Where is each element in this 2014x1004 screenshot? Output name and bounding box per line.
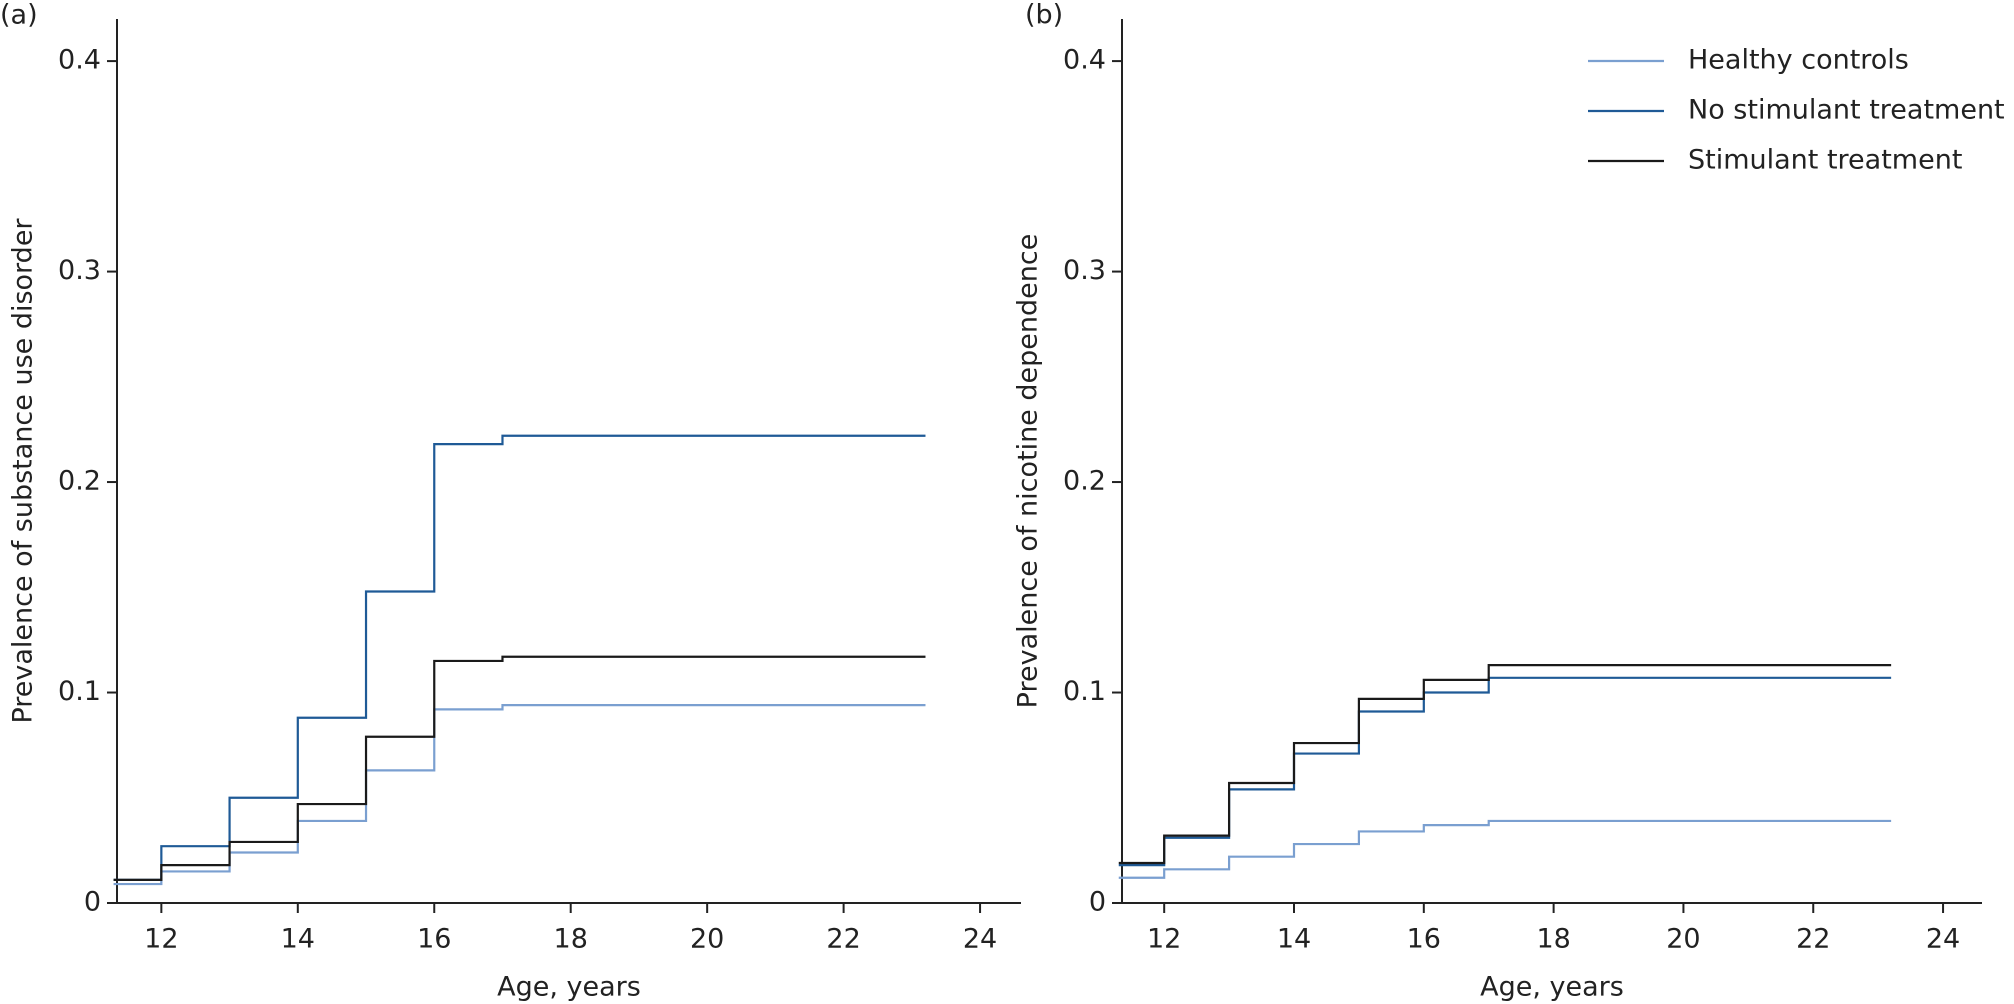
y-tick-label: 0 <box>84 887 101 918</box>
y-tick-label: 0.2 <box>1063 466 1106 497</box>
y-tick-label: 0.2 <box>58 466 101 497</box>
y-tick-label: 0.4 <box>1063 45 1106 76</box>
legend-label: Healthy controls <box>1688 45 1909 76</box>
x-axis-label: Age, years <box>1480 972 1624 1003</box>
y-tick-label: 0.1 <box>58 676 101 707</box>
series-line <box>113 704 926 886</box>
panel-label: (a) <box>0 0 38 31</box>
y-tick-label: 0.1 <box>1063 676 1106 707</box>
y-axis-label: Prevalence of nicotine dependence <box>1013 234 1044 709</box>
series-line <box>1118 664 1892 865</box>
panel-label: (b) <box>1025 0 1063 31</box>
x-tick-label: 22 <box>1796 924 1830 955</box>
x-tick-label: 24 <box>1926 924 1960 955</box>
x-tick-label: 14 <box>1277 924 1311 955</box>
y-tick-label: 0 <box>1089 887 1106 918</box>
series-line <box>113 655 926 881</box>
y-tick-label: 0.3 <box>1063 255 1106 286</box>
x-tick-label: 12 <box>1147 924 1181 955</box>
axis-spine <box>116 19 1021 904</box>
series-line <box>1118 819 1892 879</box>
x-tick-label: 20 <box>690 924 724 955</box>
y-axis-label: Prevalence of substance use disorder <box>8 218 39 724</box>
y-tick-label: 0.4 <box>58 45 101 76</box>
x-tick-label: 14 <box>281 924 315 955</box>
series-line <box>113 434 926 881</box>
series-line <box>1118 676 1892 867</box>
legend-label: No stimulant treatment <box>1688 95 2005 126</box>
x-tick-label: 16 <box>1407 924 1441 955</box>
x-tick-label: 18 <box>1536 924 1570 955</box>
x-axis-label: Age, years <box>497 972 641 1003</box>
x-tick-label: 22 <box>826 924 860 955</box>
x-tick-label: 18 <box>554 924 588 955</box>
x-tick-label: 12 <box>144 924 178 955</box>
x-tick-label: 16 <box>417 924 451 955</box>
y-tick-label: 0.3 <box>58 255 101 286</box>
legend-label: Stimulant treatment <box>1688 145 1962 176</box>
x-tick-label: 20 <box>1666 924 1700 955</box>
x-tick-label: 24 <box>963 924 997 955</box>
